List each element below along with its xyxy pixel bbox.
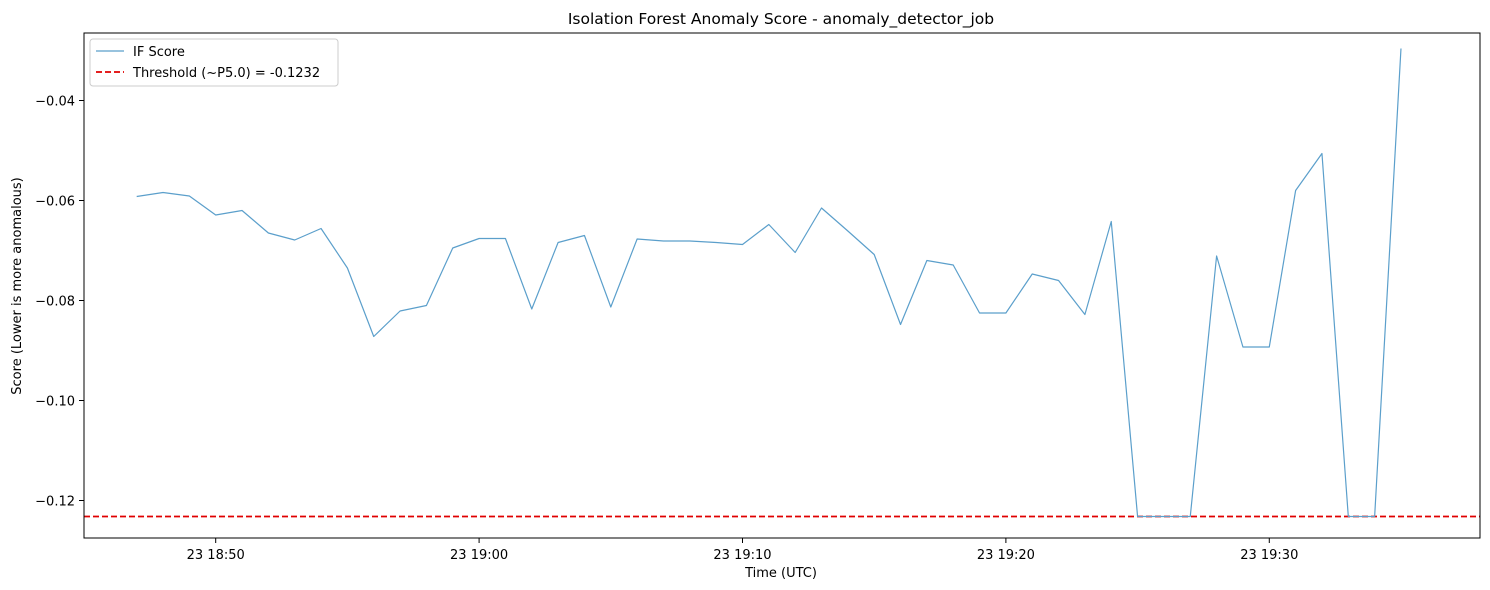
y-tick-label: −0.08: [35, 295, 75, 310]
y-tick-label: −0.12: [35, 495, 75, 510]
y-tick-label: −0.10: [35, 395, 75, 410]
plot-background: [84, 33, 1480, 538]
chart-title: Isolation Forest Anomaly Score - anomaly…: [568, 10, 994, 29]
x-axis-label: Time (UTC): [744, 566, 817, 581]
if-score-line: [136, 48, 1402, 518]
plot-area: [83, 32, 1481, 539]
x-tick-label: 23 18:50: [187, 548, 245, 563]
x-tick-label: 23 19:10: [713, 548, 771, 563]
y-tick-label: −0.06: [35, 195, 75, 210]
plot-frame: [83, 32, 1481, 539]
legend-box: [89, 38, 339, 87]
legend-label-if-score: IF Score: [133, 45, 185, 60]
series-layer: [136, 48, 1402, 518]
x-tick-label: 23 19:20: [977, 548, 1035, 563]
x-axis: 23 18:50 23 19:00 23 19:10 23 19:20 23 19:30: [187, 538, 1298, 563]
y-axis-label: Score (Lower is more anomalous): [10, 177, 25, 394]
legend: IF Score Threshold (~P5.0) = -0.1232: [89, 38, 339, 87]
legend-label-threshold: Threshold (~P5.0) = -0.1232: [132, 66, 320, 81]
x-tick-label: 23 19:30: [1240, 548, 1298, 563]
x-tick-label: 23 19:00: [450, 548, 508, 563]
y-axis: −0.04 −0.06 −0.08 −0.10 −0.12: [35, 95, 84, 510]
y-tick-label: −0.04: [35, 95, 75, 110]
